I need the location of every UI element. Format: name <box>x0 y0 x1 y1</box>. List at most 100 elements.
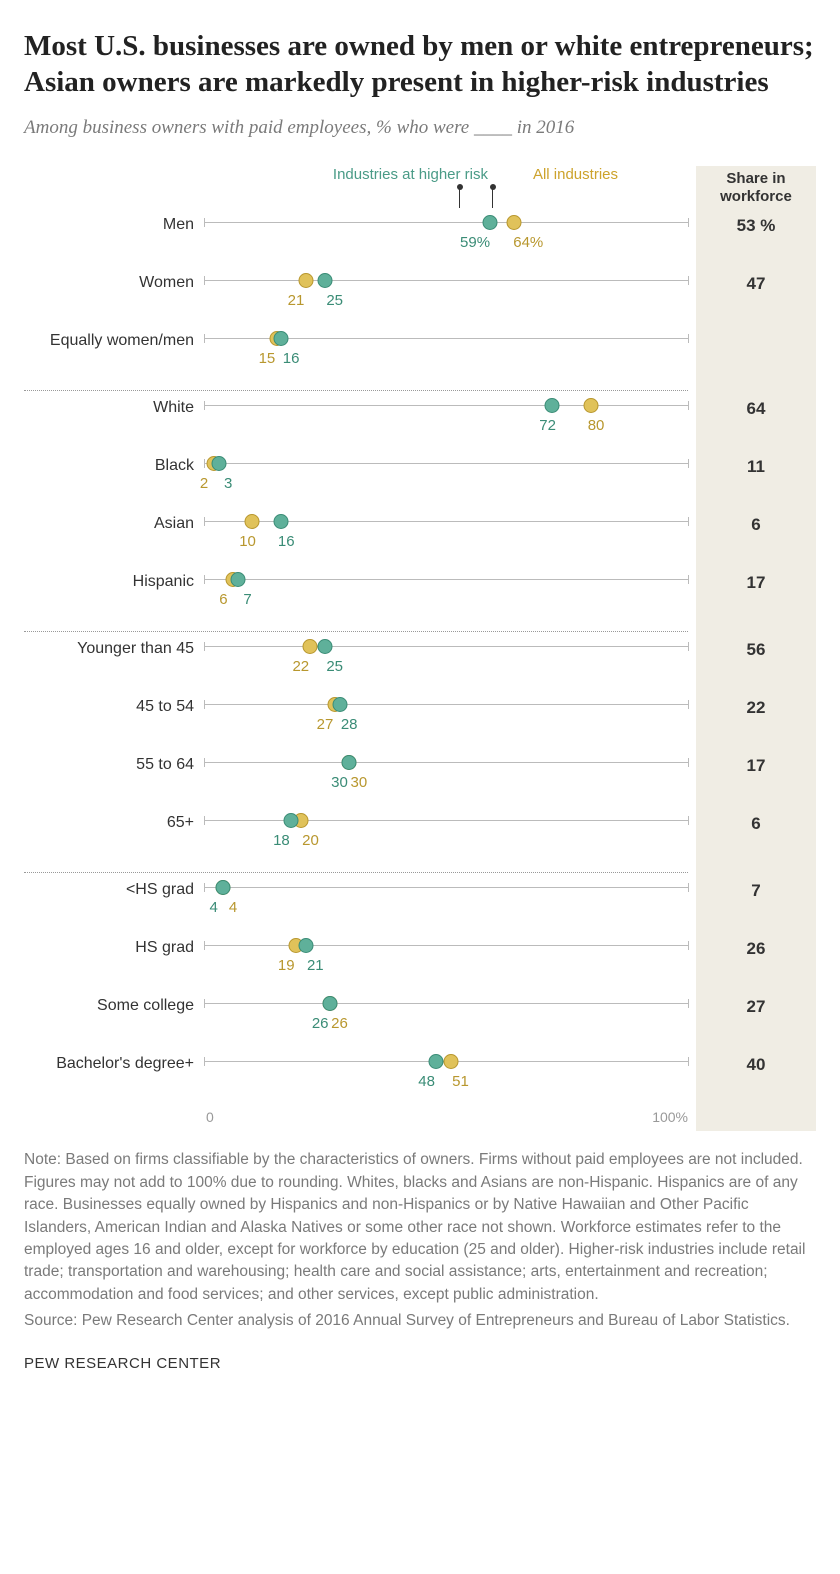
row-track: 44 <box>204 877 688 935</box>
value-all-industries: 21 <box>288 292 305 309</box>
value-all-industries: 22 <box>292 658 309 675</box>
chart-row: Hispanic76 <box>24 569 688 627</box>
marker-all-industries <box>298 273 313 288</box>
chart-legend: Industries at higher risk All industries <box>24 166 688 212</box>
share-value: 7 <box>696 877 816 935</box>
value-higher-risk: 16 <box>283 350 300 367</box>
workforce-share-column: Share in workforce 53 %47641161756221767… <box>696 166 816 1131</box>
marker-higher-risk <box>211 456 226 471</box>
value-higher-risk: 3 <box>224 475 232 492</box>
value-higher-risk: 28 <box>341 716 358 733</box>
row-label: 55 to 64 <box>24 752 204 774</box>
row-track: 48 51 <box>204 1051 688 1109</box>
row-label: Equally women/men <box>24 328 204 350</box>
value-higher-risk: 48 <box>418 1073 435 1090</box>
chart-subtitle: Among business owners with paid employee… <box>24 115 816 141</box>
share-value: 47 <box>696 270 816 328</box>
value-higher-risk: 21 <box>307 957 324 974</box>
row-label: Hispanic <box>24 569 204 591</box>
row-label: Black <box>24 453 204 475</box>
row-label: <HS grad <box>24 877 204 899</box>
marker-all-industries <box>303 639 318 654</box>
value-all-industries: 4 <box>229 899 237 916</box>
share-value: 11 <box>696 453 816 511</box>
share-value: 6 <box>696 511 816 569</box>
chart-row: Men 59% 64% <box>24 212 688 270</box>
attribution: PEW RESEARCH CENTER <box>24 1355 816 1372</box>
value-higher-risk: 25 <box>326 292 343 309</box>
row-label: Women <box>24 270 204 292</box>
marker-higher-risk <box>545 398 560 413</box>
row-track: 1610 <box>204 511 688 569</box>
row-label: Men <box>24 212 204 234</box>
row-label: 65+ <box>24 810 204 832</box>
share-value: 56 <box>696 636 816 694</box>
row-track: 32 <box>204 453 688 511</box>
share-value: 64 <box>696 395 816 453</box>
value-all-industries: 30 <box>351 774 368 791</box>
marker-all-industries <box>584 398 599 413</box>
marker-all-industries <box>443 1054 458 1069</box>
row-track: 1615 <box>204 328 688 386</box>
value-all-industries: 64% <box>513 234 543 251</box>
chart-title: Most U.S. businesses are owned by men or… <box>24 28 816 101</box>
row-track: 2626 <box>204 993 688 1051</box>
share-value: 26 <box>696 935 816 993</box>
row-track: 1820 <box>204 810 688 868</box>
chart-row: HS grad 21 19 <box>24 935 688 993</box>
share-value: 40 <box>696 1051 816 1109</box>
share-column-header: Share in workforce <box>696 166 816 212</box>
chart-row: <HS grad44 <box>24 877 688 935</box>
share-value: 27 <box>696 993 816 1051</box>
value-higher-risk: 18 <box>273 832 290 849</box>
value-higher-risk: 4 <box>210 899 218 916</box>
share-value: 22 <box>696 694 816 752</box>
value-all-industries: 80 <box>588 417 605 434</box>
share-value: 17 <box>696 752 816 810</box>
marker-higher-risk <box>322 996 337 1011</box>
marker-higher-risk <box>429 1054 444 1069</box>
marker-higher-risk <box>216 880 231 895</box>
row-label: 45 to 54 <box>24 694 204 716</box>
legend-all-industries: All industries <box>533 166 618 183</box>
share-value <box>696 328 816 386</box>
chart-row: Equally women/men1615 <box>24 328 688 386</box>
chart-row: 45 to 54 28 27 <box>24 694 688 752</box>
marker-higher-risk <box>318 639 333 654</box>
chart-row: 55 to 643030 <box>24 752 688 810</box>
value-all-industries: 27 <box>317 716 334 733</box>
x-axis-labels: 0 100% <box>24 1109 688 1131</box>
value-all-industries: 20 <box>302 832 319 849</box>
marker-higher-risk <box>342 755 357 770</box>
row-track: 28 27 <box>204 694 688 752</box>
share-value: 53 % <box>696 212 816 270</box>
row-label: Younger than 45 <box>24 636 204 658</box>
marker-higher-risk <box>318 273 333 288</box>
row-label: HS grad <box>24 935 204 957</box>
value-higher-risk: 16 <box>278 533 295 550</box>
chart-container: Industries at higher risk All industries… <box>24 166 816 1131</box>
chart-row: Younger than 452522 <box>24 636 688 694</box>
row-track: 3030 <box>204 752 688 810</box>
row-label: Asian <box>24 511 204 533</box>
share-value: 6 <box>696 810 816 868</box>
marker-higher-risk <box>274 514 289 529</box>
chart-row: 65+1820 <box>24 810 688 868</box>
chart-note: Note: Based on firms classifiable by the… <box>24 1149 816 1306</box>
value-all-industries: 19 <box>278 957 295 974</box>
marker-higher-risk <box>298 938 313 953</box>
value-all-industries: 51 <box>452 1073 469 1090</box>
row-label: Some college <box>24 993 204 1015</box>
legend-higher-risk: Industries at higher risk <box>333 166 488 183</box>
value-all-industries: 2 <box>200 475 208 492</box>
chart-row: Some college2626 <box>24 993 688 1051</box>
value-higher-risk: 59% <box>460 234 490 251</box>
chart-row: Bachelor's degree+ 48 51 <box>24 1051 688 1109</box>
marker-higher-risk <box>230 572 245 587</box>
share-value: 17 <box>696 569 816 627</box>
value-all-industries: 26 <box>331 1015 348 1032</box>
marker-all-industries <box>245 514 260 529</box>
value-all-industries: 15 <box>259 350 276 367</box>
row-label: Bachelor's degree+ <box>24 1051 204 1073</box>
marker-higher-risk <box>332 697 347 712</box>
